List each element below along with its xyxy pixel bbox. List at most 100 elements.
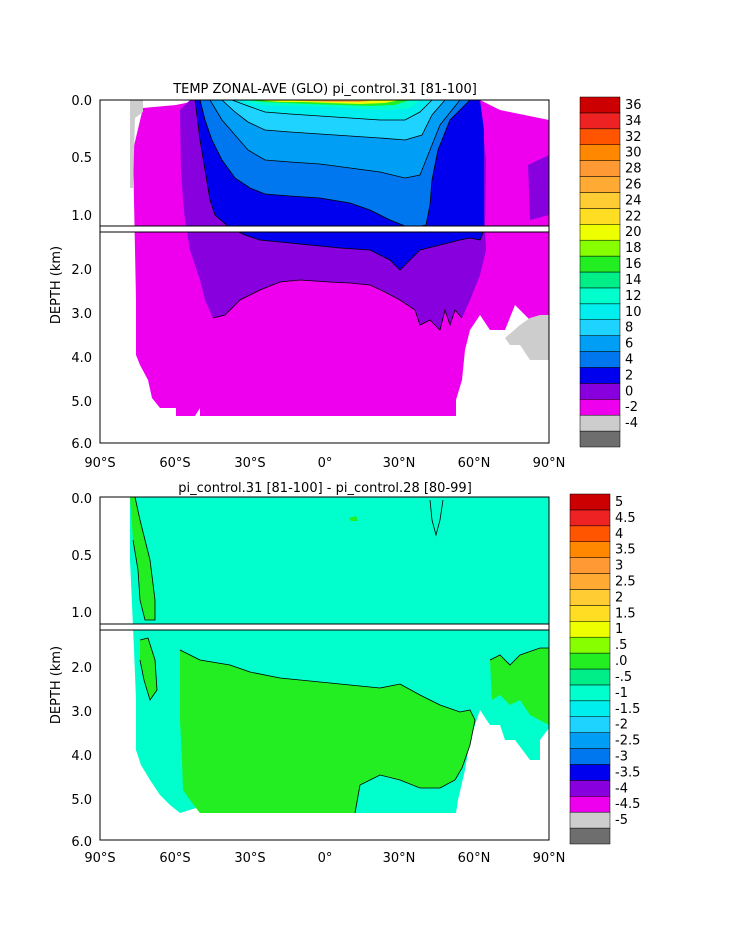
top-plot-frame	[99, 99, 550, 444]
colorbar-label: 1	[615, 622, 623, 637]
top-ytick: 1.0	[71, 209, 92, 224]
colorbar-swatch	[579, 430, 621, 448]
colorbar-label: 14	[625, 273, 642, 288]
colorbar-swatch	[569, 605, 611, 622]
bottom-plot-frame	[99, 496, 550, 841]
bottom-green-deep	[180, 650, 475, 813]
top-xtick: 90°N	[533, 456, 566, 471]
colorbar-label: 1.5	[615, 606, 636, 621]
colorbar-label: 5	[615, 495, 623, 510]
colorbar-label: 16	[625, 257, 642, 272]
colorbar-swatch	[569, 636, 611, 654]
colorbar-label: 0	[625, 384, 633, 399]
colorbar-label: 12	[625, 289, 642, 304]
colorbar-label: -3.5	[615, 765, 640, 780]
colorbar-label: 4	[615, 527, 623, 542]
colorbar-swatch	[579, 176, 621, 193]
colorbar-swatch	[579, 192, 621, 209]
bottom-title: pi_control.31 [81-100] - pi_control.28 […	[178, 481, 472, 496]
top-xtick: 90°S	[84, 456, 115, 471]
bottom-x-ticks: 90°S 60°S 30°S 0° 30°N 60°N 90°N	[84, 851, 565, 866]
bottom-xtick: 90°S	[84, 851, 115, 866]
colorbar-swatch	[579, 287, 621, 305]
colorbar-swatch	[579, 112, 621, 130]
top-contour-lines	[194, 99, 485, 331]
top-title: TEMP ZONAL-AVE (GLO) pi_control.31 [81-1…	[172, 82, 477, 97]
top-y-ticks: 0.0 0.5 1.0 2.0 3.0 4.0 5.0 6.0	[71, 94, 92, 452]
colorbar-swatch	[579, 144, 621, 161]
bottom-ytick: 1.0	[71, 606, 92, 621]
colorbar-label: 4	[625, 353, 633, 368]
colorbar-label: 28	[625, 162, 642, 177]
top-axis-break	[100, 226, 549, 232]
top-ytick: 3.0	[71, 307, 92, 322]
bottom-ytick: 0.5	[71, 549, 92, 564]
colorbar-swatch	[569, 716, 611, 733]
colorbar-label: -1	[615, 686, 628, 701]
top-ytick: 4.0	[71, 351, 92, 366]
top-grey-north	[505, 315, 549, 360]
colorbar-swatch	[579, 414, 621, 432]
colorbar-label: 30	[625, 146, 642, 161]
colorbar-swatch	[569, 796, 611, 813]
colorbar-label: 10	[625, 305, 642, 320]
colorbar-swatch	[569, 621, 611, 638]
colorbar-swatch	[569, 557, 611, 574]
colorbar-label: -4.5	[615, 797, 640, 812]
colorbar-label: -3	[615, 750, 628, 765]
colorbar-label: 2	[625, 368, 633, 383]
top-xtick: 0°	[318, 456, 333, 471]
colorbar-swatch	[579, 255, 621, 273]
colorbar-swatch	[569, 541, 611, 558]
bottom-ylabel: DEPTH (km)	[49, 646, 64, 724]
colorbar-swatch	[569, 700, 611, 717]
colorbar-label: -2	[615, 718, 628, 733]
colorbar-label: 3.5	[615, 543, 636, 558]
colorbar-label: -1.5	[615, 702, 640, 717]
top-ylabel: DEPTH (km)	[49, 246, 64, 324]
top-xtick: 60°N	[458, 456, 491, 471]
top-xtick: 60°S	[159, 456, 190, 471]
bottom-green-south	[130, 497, 155, 620]
colorbar-label: 4.5	[615, 511, 636, 526]
top-panel: TEMP ZONAL-AVE (GLO) pi_control.31 [81-1…	[49, 82, 642, 471]
colorbar-swatch	[569, 764, 611, 781]
top-purple-arctic	[528, 155, 549, 220]
colorbar-swatch	[579, 399, 621, 416]
colorbar-label: .5	[615, 638, 627, 653]
bottom-colorbar: 54.543.532.521.51.5.0-.5-1-1.5-2-2.5-3-3…	[569, 493, 640, 845]
bottom-field	[130, 496, 549, 814]
colorbar-label: -2	[625, 400, 638, 415]
colorbar-swatch	[579, 239, 621, 257]
colorbar-swatch	[569, 780, 611, 797]
bottom-xtick: 60°N	[458, 851, 491, 866]
colorbar-label: .0	[615, 654, 627, 669]
colorbar-swatch	[579, 128, 621, 145]
bottom-xtick: 0°	[318, 851, 333, 866]
colorbar-label: -4	[625, 416, 638, 431]
colorbar-swatch	[579, 303, 621, 320]
colorbar-swatch	[579, 351, 621, 368]
bottom-ytick: 0.0	[71, 492, 92, 507]
colorbar-swatch	[569, 509, 611, 527]
colorbar-swatch	[579, 96, 621, 114]
colorbar-swatch	[569, 493, 611, 511]
top-ytick: 0.0	[71, 94, 92, 109]
colorbar-swatch	[569, 684, 611, 702]
colorbar-label: 18	[625, 241, 642, 256]
colorbar-label: 26	[625, 178, 642, 193]
top-grey-south	[130, 100, 143, 188]
colorbar-swatch	[579, 335, 621, 352]
bottom-xtick: 30°S	[234, 851, 265, 866]
colorbar-label: 22	[625, 209, 642, 224]
bottom-ytick: 2.0	[71, 661, 92, 676]
colorbar-label: -4	[615, 781, 628, 796]
top-ytick: 6.0	[71, 437, 92, 452]
bottom-ytick: 5.0	[71, 793, 92, 808]
top-xtick: 30°S	[234, 456, 265, 471]
colorbar-swatch	[579, 224, 621, 241]
bottom-xtick: 30°N	[383, 851, 416, 866]
colorbar-label: -2.5	[615, 734, 640, 749]
colorbar-swatch	[569, 827, 611, 845]
